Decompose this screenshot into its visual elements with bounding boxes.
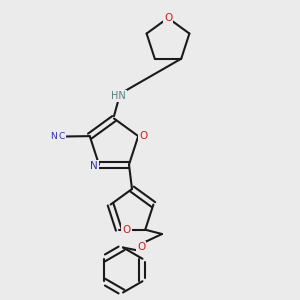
Text: N: N [90,161,98,171]
Text: HN: HN [111,91,126,101]
Text: O: O [164,13,172,23]
Text: O: O [137,242,145,253]
Text: C: C [59,132,65,141]
Text: N: N [50,132,56,141]
Text: O: O [140,131,148,141]
Text: O: O [122,225,131,235]
